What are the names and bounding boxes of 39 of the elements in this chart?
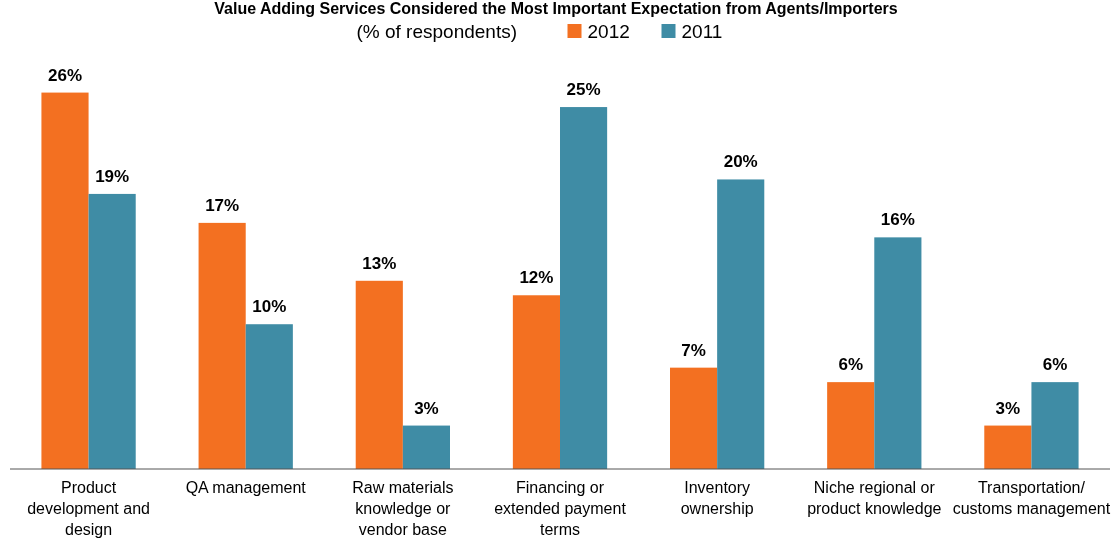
bar xyxy=(41,92,89,469)
data-label: 17% xyxy=(205,195,240,215)
bar xyxy=(355,280,403,469)
x-tick-label: Raw materials knowledge or vendor base xyxy=(352,479,454,538)
data-label: 6% xyxy=(838,355,863,375)
legend-label: 2011 xyxy=(681,21,723,42)
data-label: 19% xyxy=(95,166,130,186)
x-tick-label: Inventory ownership xyxy=(680,479,754,517)
data-label: 7% xyxy=(681,340,706,360)
bar xyxy=(560,107,608,469)
bar xyxy=(984,425,1032,469)
data-label: 3% xyxy=(995,398,1021,418)
x-tick-label: QA management xyxy=(185,479,307,496)
data-label: 6% xyxy=(1042,355,1068,375)
bar xyxy=(717,179,765,469)
bar xyxy=(402,425,450,469)
bar xyxy=(874,237,922,469)
data-label: 25% xyxy=(566,80,601,100)
data-label: 20% xyxy=(723,152,758,172)
bar xyxy=(670,367,718,469)
data-label: 16% xyxy=(880,210,915,230)
data-label: 10% xyxy=(252,297,287,317)
x-tick-label: Transportation/ customs management xyxy=(952,479,1111,517)
x-tick-label: Niche regional or product knowledge xyxy=(807,479,942,517)
bar xyxy=(512,295,560,469)
bar xyxy=(198,222,246,469)
data-label: 12% xyxy=(519,268,554,288)
x-tick-label: Financing or extended payment terms xyxy=(494,479,627,538)
chart-subtitle: (% of respondents) xyxy=(356,21,518,42)
chart-title: Value Adding Services Considered the Most Important Expectation from Agents/Importers xyxy=(214,0,898,17)
data-label: 13% xyxy=(362,253,397,273)
data-label: 26% xyxy=(47,65,83,85)
legend-label: 2012 xyxy=(587,21,630,42)
bar xyxy=(1031,382,1079,469)
bar xyxy=(245,324,293,469)
data-label: 3% xyxy=(414,398,439,418)
x-tick-label: Product development and design xyxy=(27,479,150,538)
bar xyxy=(827,382,875,469)
bar xyxy=(88,193,136,469)
